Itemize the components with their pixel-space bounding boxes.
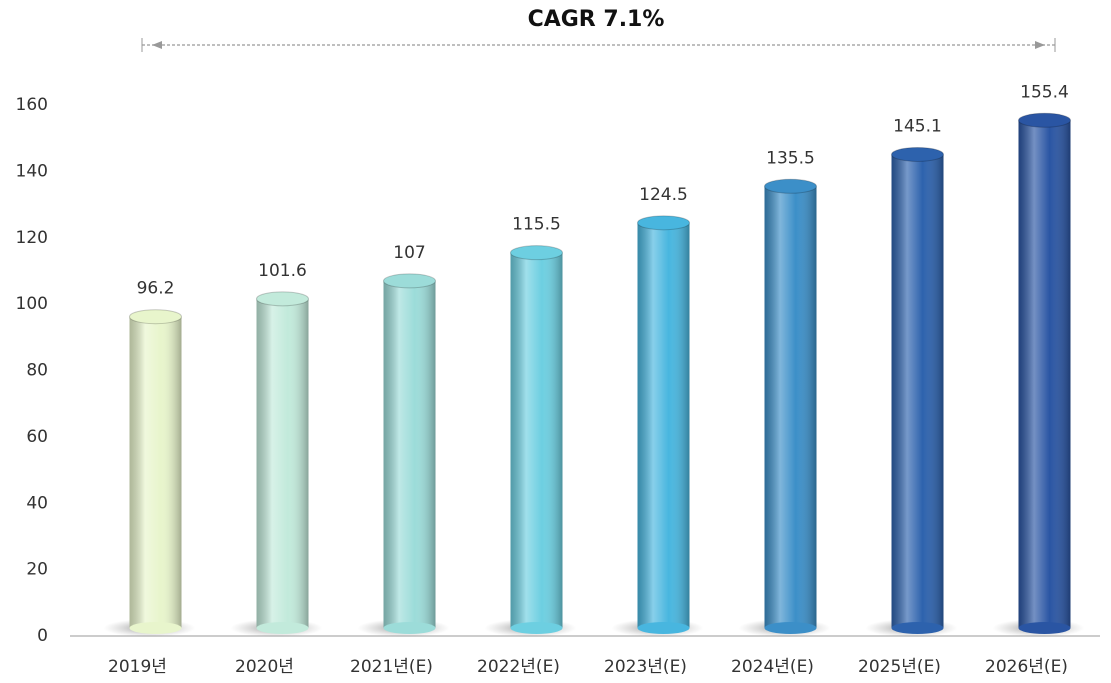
y-tick-label: 100 [16,294,48,314]
bar-cap [510,245,563,261]
bar-cap [891,146,944,162]
y-tick-label: 20 [26,560,48,580]
bar-cap [764,178,817,194]
bar-bottom [256,622,309,634]
cagr-arrow [141,38,1056,52]
bar-shade [129,316,182,628]
x-tick-label: 2025년(E) [858,657,941,677]
value-label: 135.5 [766,148,815,168]
y-tick-label: 120 [16,228,48,248]
value-label: 155.4 [1020,82,1069,102]
x-tick-label: 2023년(E) [604,657,687,677]
bar-bottom [383,622,436,634]
bar-shade [256,298,309,628]
bar-shade [637,222,690,629]
bar-bottom [1018,622,1071,634]
y-tick-label: 0 [37,626,48,646]
bar-cap [637,215,690,231]
bar-shade [764,186,817,628]
value-label: 107 [393,243,425,263]
bar-cap [256,291,309,307]
bar-bottom [891,622,944,634]
bar-bottom [129,622,182,634]
y-tick-label: 160 [16,95,48,115]
x-tick-label: 2020년 [235,657,294,677]
x-tick-label: 2026년(E) [985,657,1068,677]
bar-shade [1018,120,1071,629]
y-tick-label: 80 [26,361,48,381]
value-label: 145.1 [893,116,942,136]
x-tick-label: 2019년 [108,657,167,677]
bar-bottom [764,622,817,634]
bar-cap [129,309,182,325]
bar-shade [891,154,944,628]
y-tick-label: 140 [16,161,48,181]
bar-bottom [637,622,690,634]
chart-title: CAGR 7.1% [528,7,665,32]
x-tick-label: 2021년(E) [350,657,433,677]
bar-bottom [510,622,563,634]
value-label: 124.5 [639,185,688,205]
value-label: 101.6 [258,261,307,281]
value-label: 115.5 [512,215,561,235]
value-label: 96.2 [137,279,175,299]
y-tick-label: 60 [26,427,48,447]
y-tick-label: 40 [26,493,48,513]
bar-shade [383,280,436,628]
x-tick-label: 2022년(E) [477,657,560,677]
x-tick-label: 2024년(E) [731,657,814,677]
bar-shade [510,252,563,628]
bar-cap [1018,112,1071,128]
bar-cap [383,273,436,289]
